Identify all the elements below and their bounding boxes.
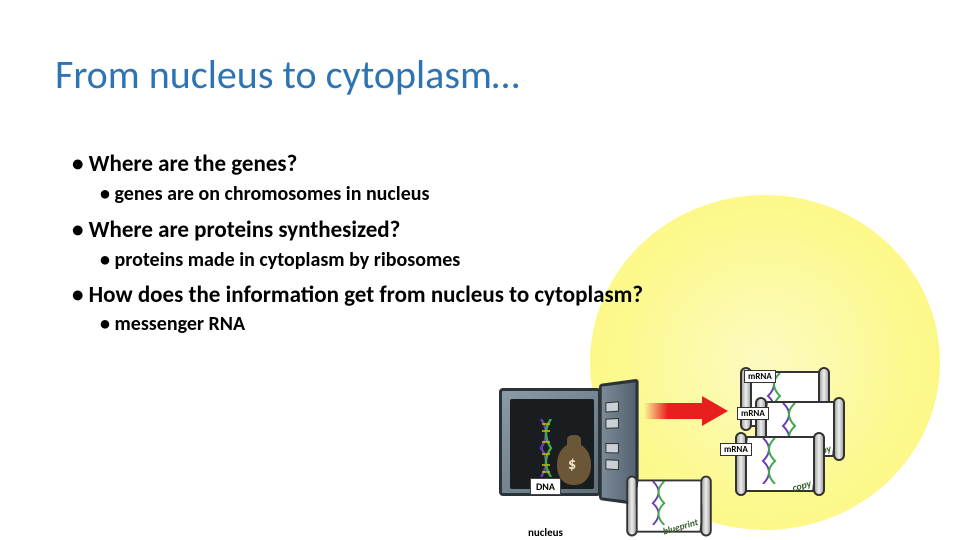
bullet-question: Where are the genes? xyxy=(72,150,892,178)
door-bolt xyxy=(605,418,618,429)
dna-helix-icon xyxy=(539,419,553,477)
door-bolt xyxy=(605,459,618,470)
mrna-label: mRNA xyxy=(737,407,769,420)
dna-label: DNA xyxy=(530,478,561,495)
bullet-answer: messenger RNA xyxy=(100,312,892,336)
mrna-label: mRNA xyxy=(744,370,776,383)
mrna-label: mRNA xyxy=(720,443,752,456)
arrow-icon xyxy=(644,396,728,426)
bullet-answer: genes are on chromosomes in nucleus xyxy=(100,182,892,206)
door-bolt xyxy=(605,443,618,453)
bullet-answer: proteins made in cytoplasm by ribosomes xyxy=(100,248,892,272)
blueprint-scroll: blueprint xyxy=(626,474,712,540)
nucleus-label: nucleus xyxy=(528,526,563,539)
bullet-list: Where are the genes? genes are on chromo… xyxy=(72,150,892,346)
door-bolt xyxy=(605,401,618,412)
slide-title: From nucleus to cytoplasm… xyxy=(55,50,520,99)
mrna-scroll: copy xyxy=(735,430,825,500)
bullet-question: How does the information get from nucleu… xyxy=(72,282,892,308)
bullet-question: Where are proteins synthesized? xyxy=(72,216,892,244)
moneybag-icon xyxy=(557,443,591,485)
